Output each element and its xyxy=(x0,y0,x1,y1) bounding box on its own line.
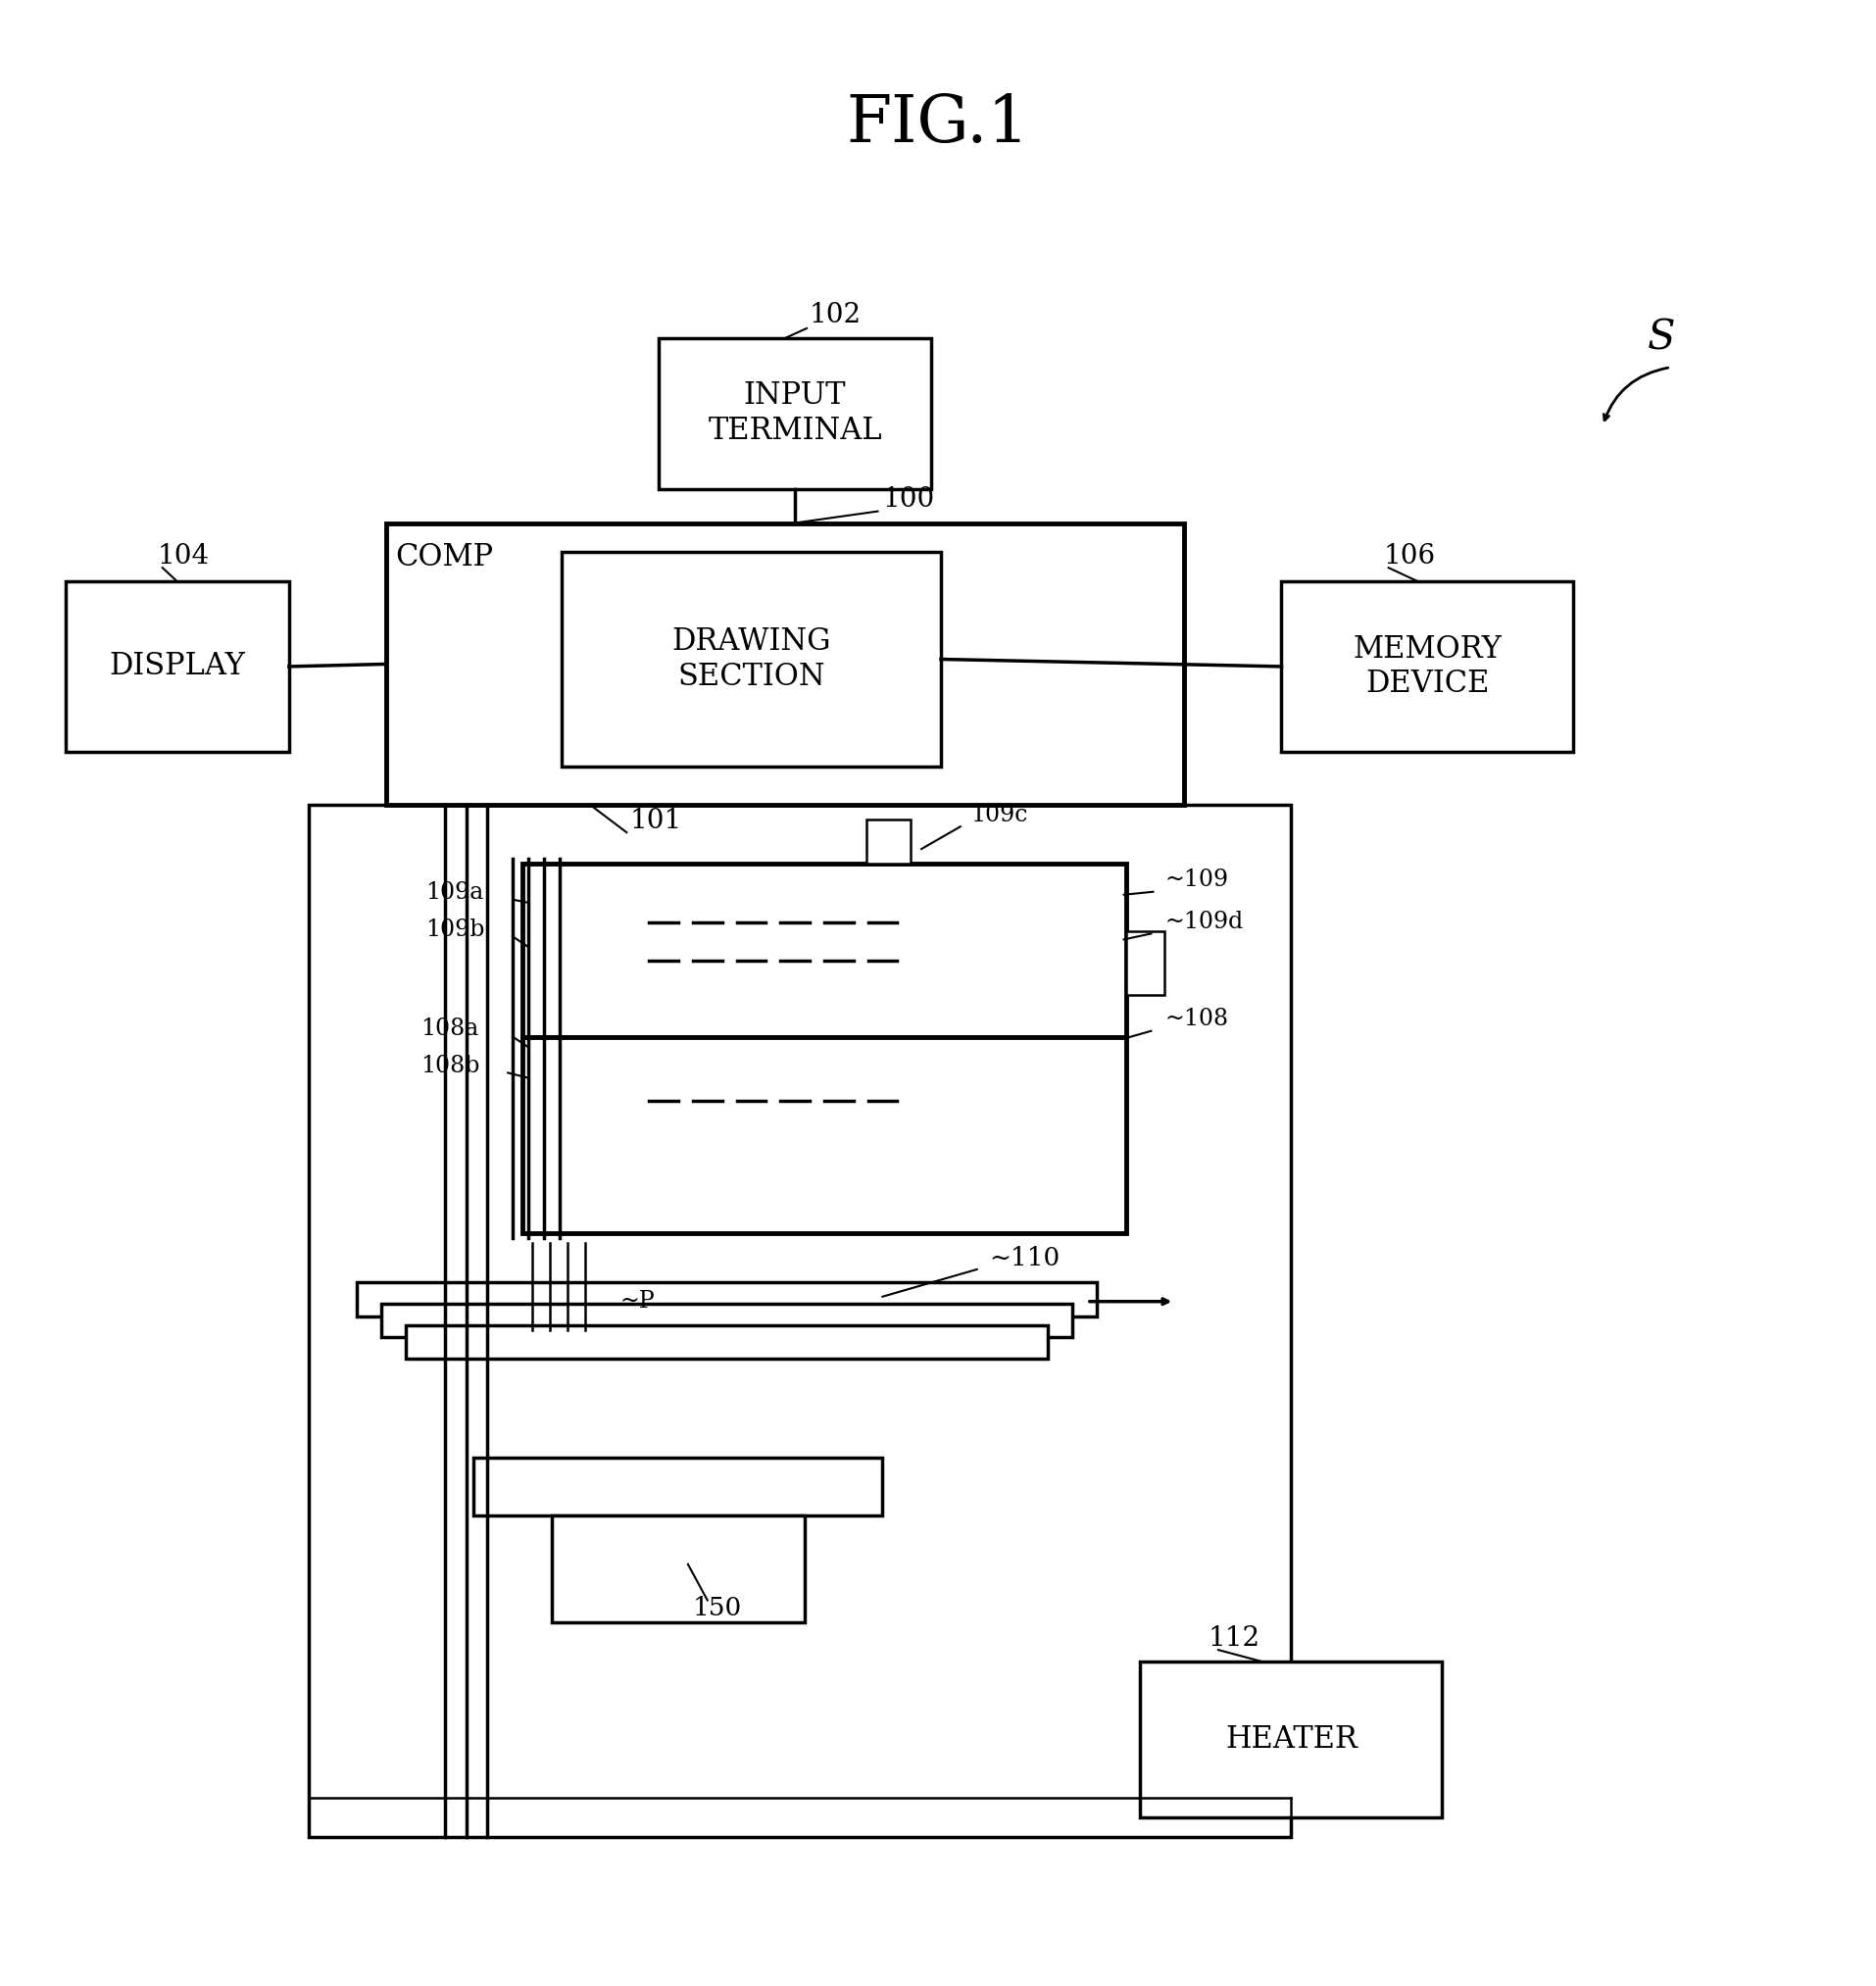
Bar xyxy=(1281,582,1572,751)
Text: 100: 100 xyxy=(882,487,934,512)
Text: MEMORY
DEVICE: MEMORY DEVICE xyxy=(1353,634,1501,699)
Text: ~109d: ~109d xyxy=(1165,912,1242,933)
Text: COMP: COMP xyxy=(396,542,493,572)
Text: ~110: ~110 xyxy=(989,1245,1060,1269)
Bar xyxy=(522,1037,1126,1233)
Bar xyxy=(522,864,1126,1037)
Text: INPUT
TERMINAL: INPUT TERMINAL xyxy=(707,381,882,447)
Bar xyxy=(867,820,910,864)
Text: 108a: 108a xyxy=(420,1017,478,1041)
Text: FIG.1: FIG.1 xyxy=(846,91,1030,157)
Text: HEATER: HEATER xyxy=(1225,1724,1356,1754)
Text: 112: 112 xyxy=(1208,1625,1261,1652)
Bar xyxy=(356,1283,1096,1317)
Text: 108b: 108b xyxy=(420,1055,478,1076)
Text: DRAWING
SECTION: DRAWING SECTION xyxy=(672,626,831,691)
Bar xyxy=(561,552,940,767)
Bar xyxy=(473,1458,882,1515)
Bar xyxy=(386,522,1184,804)
Text: ~108: ~108 xyxy=(1165,1009,1229,1031)
Bar xyxy=(66,582,289,751)
Text: 109a: 109a xyxy=(426,882,482,904)
Text: ~109: ~109 xyxy=(1165,868,1229,892)
Bar xyxy=(1141,1662,1441,1817)
Bar xyxy=(405,1325,1047,1358)
Text: 102: 102 xyxy=(809,302,861,328)
Text: 106: 106 xyxy=(1383,542,1435,570)
Text: DISPLAY: DISPLAY xyxy=(109,651,246,681)
Text: 150: 150 xyxy=(692,1597,741,1621)
Text: 104: 104 xyxy=(158,542,210,570)
Bar xyxy=(308,804,1291,1837)
Bar xyxy=(658,338,930,489)
Text: ~P: ~P xyxy=(619,1291,655,1313)
Bar xyxy=(1126,931,1165,995)
Text: 101: 101 xyxy=(628,808,681,834)
Bar xyxy=(552,1515,805,1623)
Text: S: S xyxy=(1645,318,1673,359)
Text: 109c: 109c xyxy=(970,804,1026,826)
Bar xyxy=(381,1303,1071,1337)
Text: 109b: 109b xyxy=(426,918,484,941)
